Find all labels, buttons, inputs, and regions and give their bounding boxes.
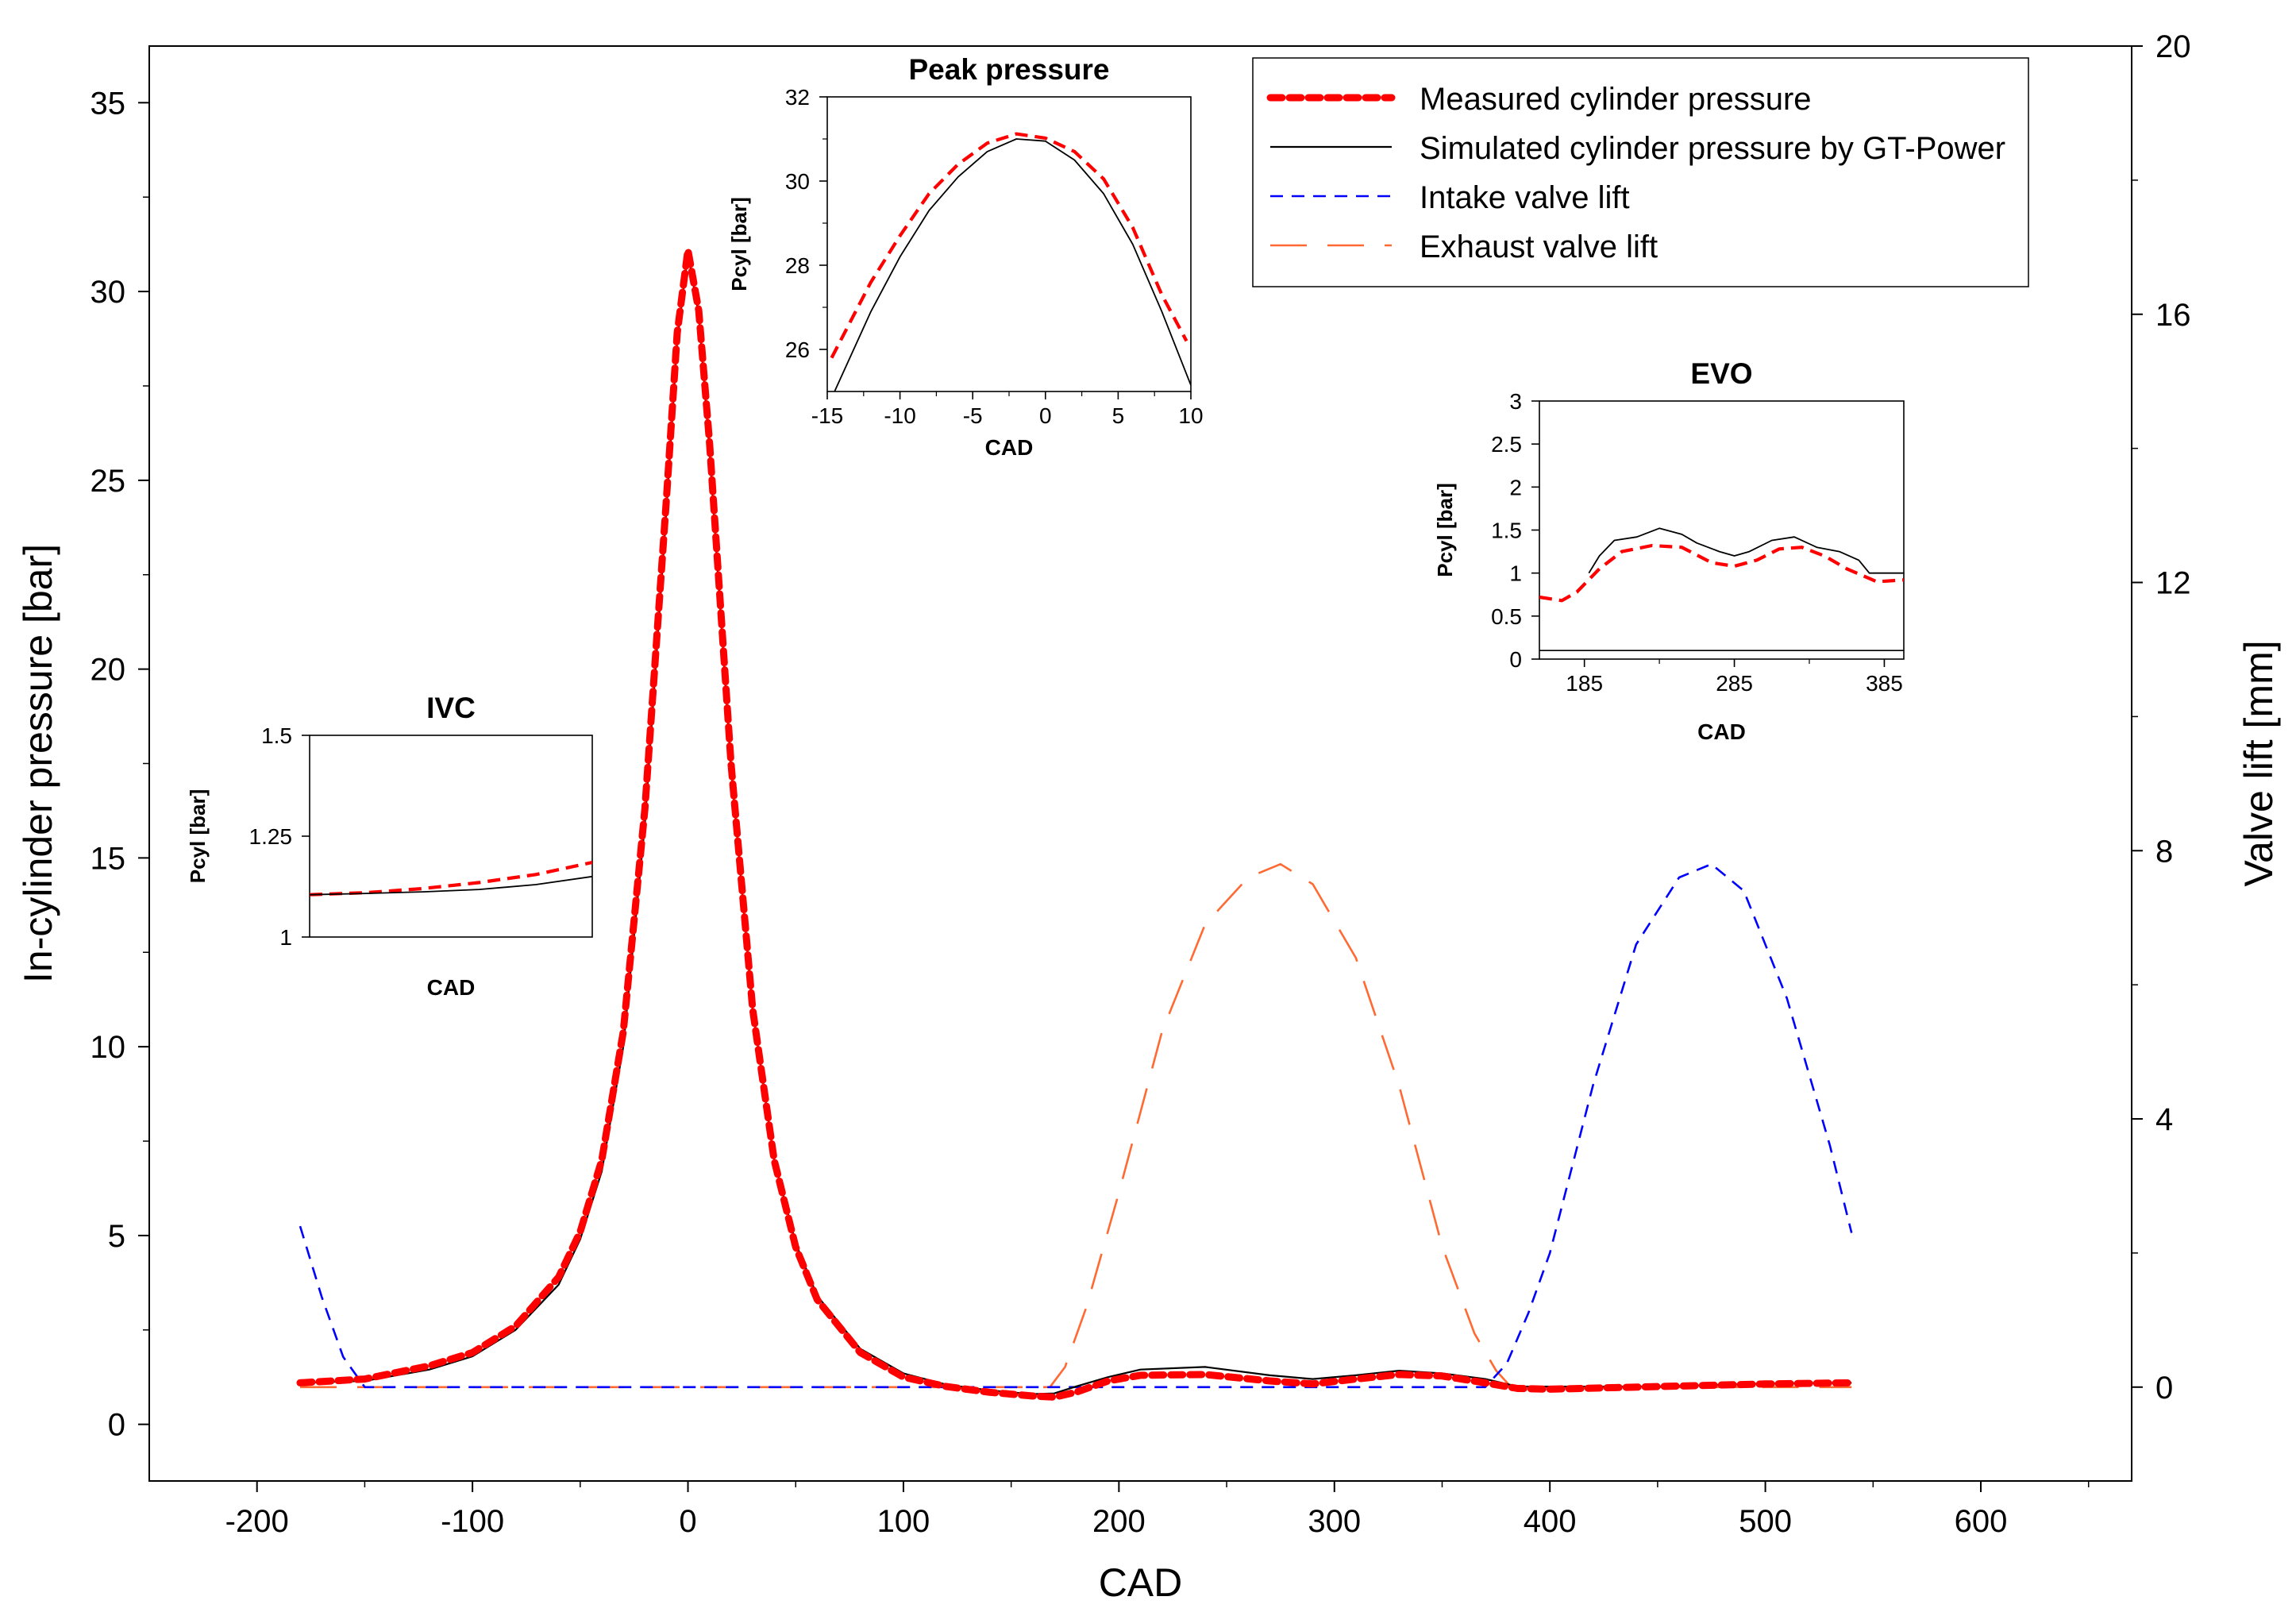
inset-x-tick-label: 5	[1112, 403, 1125, 428]
inset-frame	[1539, 400, 1905, 660]
legend-label: Intake valve lift	[1420, 180, 1630, 215]
inset-x-axis-title: CAD	[427, 975, 476, 1000]
y2-tick-label: 16	[2155, 298, 2191, 333]
inset-x-axis-title: CAD	[985, 435, 1034, 460]
inset-y-tick-label: 1.5	[1491, 519, 1522, 543]
inset-y-axis-title: Pcyl [bar]	[1433, 483, 1457, 577]
y-axis-title: In-cylinder pressure [bar]	[16, 544, 60, 983]
inset-x-tick-label: 10	[1178, 403, 1203, 428]
x-tick-label: -200	[225, 1504, 289, 1539]
inset-x-tick-label: 0	[1039, 403, 1052, 428]
inset-series-line	[830, 132, 1188, 359]
x-tick-label: 200	[1092, 1504, 1146, 1539]
x-tick-label: 0	[679, 1504, 696, 1539]
y2-tick-label: 20	[2155, 29, 2191, 64]
series-line	[300, 862, 1852, 1389]
inset-series-line	[1539, 543, 1904, 603]
inset-y-tick-label: 28	[785, 253, 810, 278]
inset-x-axis-title: CAD	[1697, 719, 1746, 744]
inset-title: Peak pressure	[908, 53, 1109, 86]
x-tick-label: 600	[1955, 1504, 2008, 1539]
x-tick-label: 300	[1308, 1504, 1361, 1539]
inset-y-tick-label: 26	[785, 337, 810, 362]
inset-x-tick-label: -5	[963, 403, 983, 428]
inset-y-axis-title: Pcyl [bar]	[186, 789, 210, 884]
inset-y-tick-label: 0.5	[1491, 604, 1522, 629]
inset-frame	[309, 735, 593, 938]
inset-y-tick-label: 32	[785, 85, 810, 110]
x-tick-label: 500	[1739, 1504, 1792, 1539]
x-tick-label: -100	[441, 1504, 504, 1539]
y-tick-label: 35	[91, 86, 126, 121]
x-tick-label: 400	[1524, 1504, 1577, 1539]
y-tick-label: 30	[91, 275, 126, 310]
y2-tick-label: 12	[2155, 566, 2191, 601]
inset-series-line	[834, 138, 1191, 391]
inset-x-tick-label: 185	[1566, 671, 1603, 696]
y-tick-label: 15	[91, 841, 126, 876]
inset-series-line	[1588, 527, 1904, 574]
inset-y-axis-title: Pcyl [bar]	[727, 197, 751, 291]
inset-y-tick-label: 3	[1509, 389, 1522, 414]
inset-frame	[826, 96, 1192, 392]
y-tick-label: 20	[91, 653, 126, 688]
y2-axis-title: Valve lift [mm]	[2236, 640, 2281, 886]
inset-x-tick-label: -15	[811, 403, 843, 428]
inset-y-tick-label: 1	[279, 925, 292, 950]
inset-x-tick-label: -10	[884, 403, 915, 428]
x-axis-title: CAD	[1099, 1560, 1183, 1605]
inset-y-tick-label: 2.5	[1491, 432, 1522, 457]
inset-y-tick-label: 30	[785, 169, 810, 194]
inset-title: IVC	[426, 692, 476, 724]
legend-label: Measured cylinder pressure	[1420, 82, 1812, 117]
y2-tick-label: 8	[2155, 834, 2173, 869]
y-tick-label: 10	[91, 1030, 126, 1065]
series-line	[296, 246, 1855, 1401]
y2-tick-label: 4	[2155, 1102, 2173, 1137]
inset-y-tick-label: 1.5	[261, 723, 292, 748]
legend-label: Simulated cylinder pressure by GT-Power	[1420, 131, 2005, 166]
x-tick-label: 100	[877, 1504, 930, 1539]
inset-y-tick-label: 1	[1509, 561, 1522, 586]
series-line	[299, 862, 1853, 1389]
inset-series-line	[310, 875, 592, 896]
inset-x-tick-label: 385	[1866, 671, 1903, 696]
legend-label: Exhaust valve lift	[1420, 229, 1658, 264]
y-tick-label: 5	[108, 1219, 125, 1254]
y2-tick-label: 0	[2155, 1371, 2173, 1406]
inset-y-tick-label: 2	[1509, 475, 1522, 499]
inset-title: EVO	[1690, 357, 1752, 390]
inset-y-tick-label: 0	[1509, 647, 1522, 672]
inset-x-tick-label: 285	[1716, 671, 1753, 696]
inset-y-tick-label: 1.25	[249, 824, 293, 849]
y-tick-label: 0	[108, 1408, 125, 1443]
y-tick-label: 25	[91, 464, 126, 499]
